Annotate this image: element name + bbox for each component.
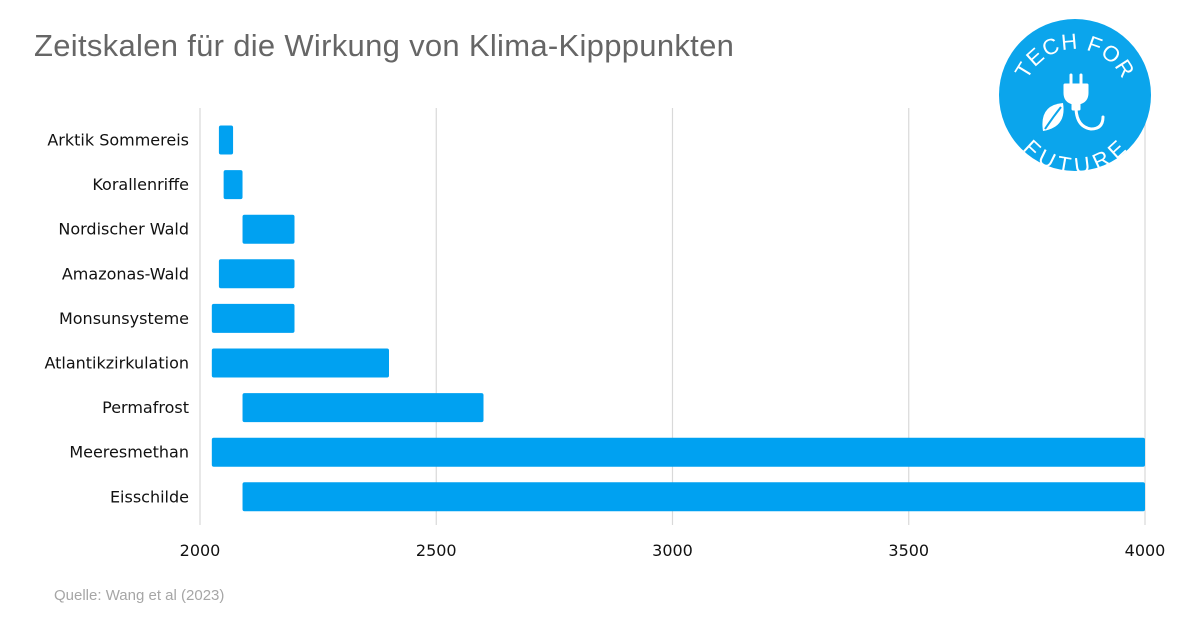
bar bbox=[218, 259, 295, 289]
category-label: Korallenriffe bbox=[92, 175, 189, 194]
bars bbox=[211, 125, 1145, 512]
x-tick-label: 2000 bbox=[180, 541, 221, 560]
category-label: Arktik Sommereis bbox=[47, 131, 189, 150]
chart-title: Zeitskalen für die Wirkung von Klima-Kip… bbox=[34, 28, 735, 63]
bar bbox=[211, 437, 1145, 467]
category-label: Atlantikzirkulation bbox=[44, 354, 189, 373]
category-label: Eisschilde bbox=[110, 487, 189, 506]
bar bbox=[218, 125, 234, 155]
x-tick-label: 4000 bbox=[1125, 541, 1166, 560]
bar bbox=[211, 303, 295, 333]
bar bbox=[242, 214, 295, 244]
category-label: Monsunsysteme bbox=[59, 309, 189, 328]
x-tick-label: 3000 bbox=[652, 541, 693, 560]
category-label: Meeresmethan bbox=[69, 443, 189, 462]
x-tick-labels: 2000 2500 3000 3500 4000 bbox=[180, 541, 1166, 560]
leaf-icon bbox=[1042, 103, 1064, 131]
tech-for-future-logo: TECH FOR FUTURE bbox=[999, 19, 1151, 171]
x-tick-label: 2500 bbox=[416, 541, 457, 560]
source-note: Quelle: Wang et al (2023) bbox=[54, 587, 225, 604]
category-label: Amazonas-Wald bbox=[62, 264, 189, 283]
category-labels: Arktik Sommereis Korallenriffe Nordischer … bbox=[44, 131, 189, 507]
x-tick-label: 3500 bbox=[888, 541, 929, 560]
bar bbox=[223, 170, 243, 200]
category-label: Permafrost bbox=[102, 398, 189, 417]
plug-icon bbox=[1063, 73, 1105, 131]
category-label: Nordischer Wald bbox=[58, 220, 189, 239]
bar bbox=[242, 393, 484, 423]
bar bbox=[211, 348, 389, 378]
bar bbox=[242, 482, 1145, 512]
